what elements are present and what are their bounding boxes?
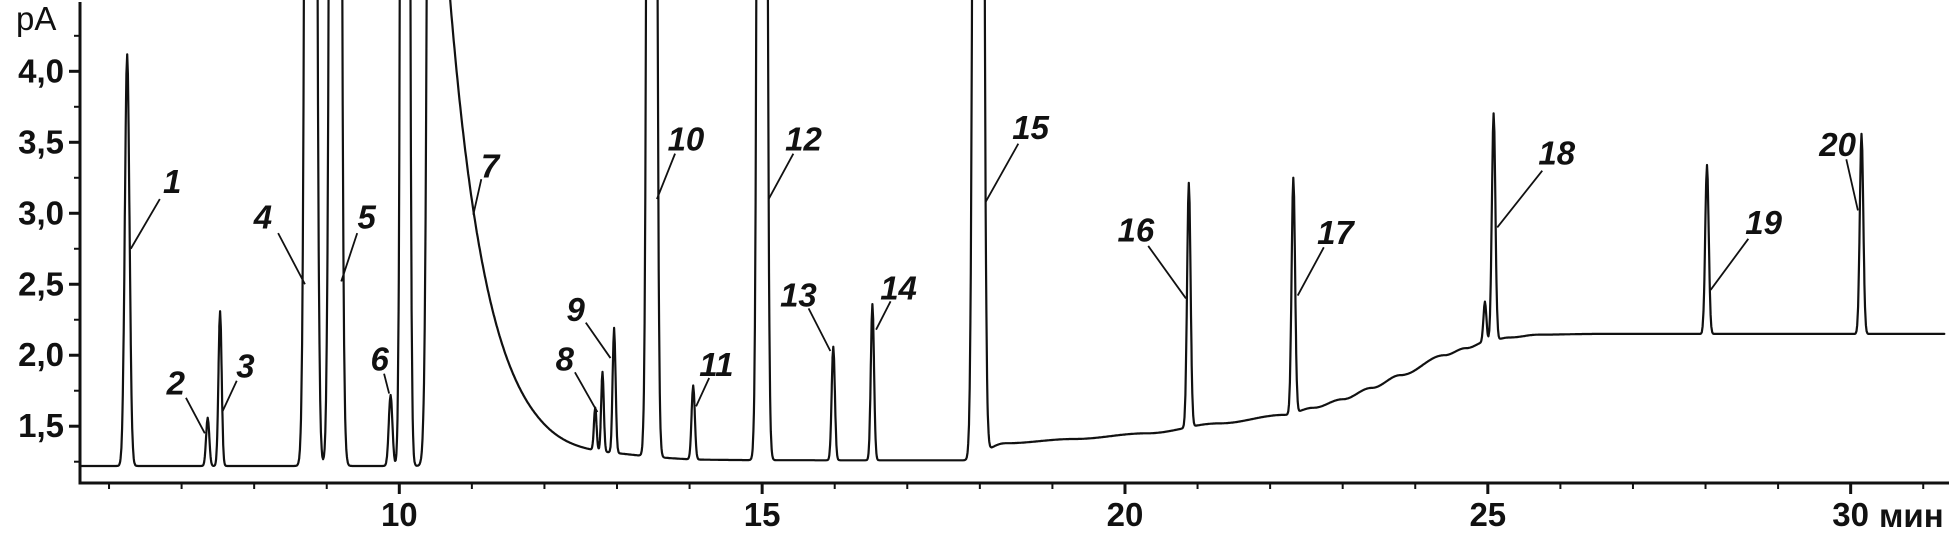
- y-axis-unit-label: pA: [16, 0, 57, 37]
- x-tick-label-20: 20: [1107, 496, 1144, 533]
- peak-label-19: 19: [1745, 204, 1782, 241]
- peak-label-3: 3: [236, 348, 254, 385]
- peak-label-18: 18: [1538, 135, 1575, 172]
- x-tick-label-10: 10: [381, 496, 418, 533]
- peak-label-13: 13: [780, 277, 817, 314]
- y-tick-label-1,5: 1,5: [18, 407, 64, 444]
- peak-label-15: 15: [1012, 109, 1049, 146]
- peak-leader-1: [130, 198, 161, 250]
- peak-leader-19: [1709, 238, 1750, 291]
- peak-label-1: 1: [163, 163, 181, 200]
- y-tick-label-2,0: 2,0: [18, 336, 64, 373]
- x-axis-unit-label: мин: [1879, 497, 1944, 534]
- y-axis-tick-labels: 1,5 2,0 2,5 3,0 3,5 4,0: [18, 52, 64, 444]
- peak-leader-17: [1296, 246, 1325, 297]
- peak-leader-18: [1496, 170, 1543, 229]
- peak-label-2: 2: [166, 365, 186, 402]
- y-tick-label-4,0: 4,0: [18, 52, 64, 89]
- peak-leader-16: [1147, 245, 1187, 299]
- peak-leader-14: [875, 300, 892, 331]
- peak-label-10: 10: [668, 120, 705, 157]
- y-tick-label-3,5: 3,5: [18, 123, 64, 160]
- peak-leader-6: [383, 373, 391, 394]
- x-tick-label-30: 30: [1832, 496, 1869, 533]
- peak-leader-20: [1845, 159, 1859, 211]
- peak-leader-11: [695, 377, 710, 407]
- peak-label-4: 4: [253, 199, 272, 236]
- peak-leader-12: [767, 153, 795, 200]
- peak-label-9: 9: [566, 291, 585, 328]
- peak-label-5: 5: [357, 199, 376, 236]
- peak-label-12: 12: [785, 120, 822, 157]
- peak-label-17: 17: [1317, 214, 1355, 251]
- y-tick-label-2,5: 2,5: [18, 265, 64, 302]
- peak-label-7: 7: [481, 147, 501, 184]
- y-tick-label-3,0: 3,0: [18, 194, 64, 231]
- chromatogram-trace: [78, 0, 1946, 468]
- peak-label-8: 8: [556, 340, 575, 377]
- peak-leader-5: [340, 232, 359, 282]
- x-tick-label-25: 25: [1469, 496, 1506, 533]
- peak-leader-7: [472, 178, 483, 215]
- peak-label-20: 20: [1818, 126, 1856, 163]
- peak-label-6: 6: [371, 340, 390, 377]
- peak-leader-15: [984, 143, 1020, 203]
- peak-leader-13: [807, 307, 832, 352]
- peak-leader-8: [574, 371, 599, 413]
- x-axis-tick-labels: 10 15 20 25 30: [381, 496, 1869, 533]
- peak-leader-9: [585, 322, 612, 359]
- peak-leader-4: [277, 232, 306, 285]
- y-axis-ticks: [69, 34, 80, 463]
- x-tick-label-15: 15: [744, 496, 781, 533]
- peak-label-16: 16: [1118, 211, 1155, 248]
- peak-leader-2: [185, 397, 206, 434]
- peak-leader-3: [221, 380, 238, 413]
- peak-leader-10: [656, 153, 676, 200]
- peak-label-14: 14: [880, 270, 917, 307]
- x-axis-ticks: [108, 483, 1925, 494]
- peak-label-11: 11: [699, 346, 733, 383]
